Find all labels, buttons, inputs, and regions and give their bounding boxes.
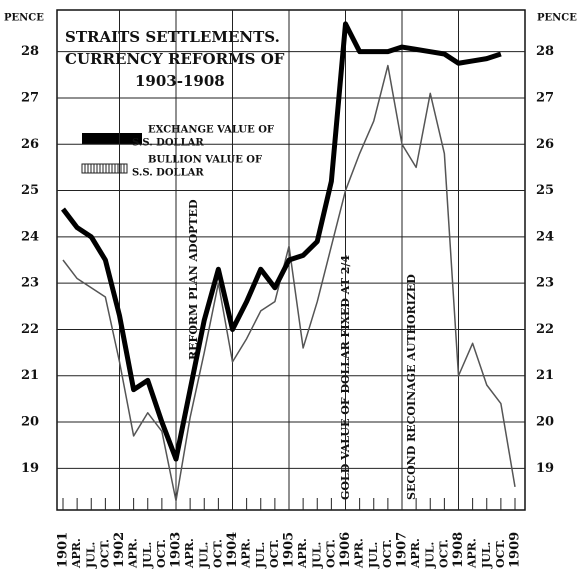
y-tick-label: 20	[21, 415, 39, 430]
x-tick-label: JUL.	[84, 542, 97, 569]
annotation: REFORM PLAN ADOPTED	[187, 199, 200, 360]
y2-tick-label: 25	[536, 183, 554, 198]
x-tick-label: 1906	[338, 532, 353, 568]
y2-tick-label: 22	[536, 322, 554, 337]
y2-tick-label: 27	[536, 90, 554, 105]
y-tick-label: 25	[21, 183, 39, 198]
y-tick-label: 19	[21, 461, 39, 476]
series-line	[62, 64, 516, 502]
chart-title: 1903-1908	[135, 72, 225, 90]
x-tick-label: APR.	[70, 538, 83, 569]
y-axis-label: PENCE	[4, 13, 44, 24]
x-tick-label: JUL.	[310, 542, 323, 569]
legend-swatch	[82, 133, 142, 144]
chart-title: STRAITS SETTLEMENTS.	[65, 28, 280, 46]
y2-tick-label: 19	[536, 461, 554, 476]
x-tick-label: 1905	[282, 532, 297, 568]
x-tick-label: OCT.	[155, 539, 168, 568]
x-tick-label: JUL.	[141, 542, 154, 569]
x-tick-label: APR.	[353, 538, 366, 569]
x-tick-label: OCT.	[324, 539, 337, 568]
legend-label: S.S. DOLLAR	[132, 138, 204, 149]
y2-tick-label: 20	[536, 415, 554, 430]
x-tick-label: 1904	[225, 532, 240, 568]
x-tick-label: APR.	[240, 538, 253, 569]
y-tick-label: 22	[21, 322, 39, 337]
plot-frame	[56, 9, 526, 511]
x-tick-label: APR.	[466, 538, 479, 569]
chart-title: CURRENCY REFORMS OF	[65, 50, 285, 68]
x-tick-label: JUL.	[367, 542, 380, 569]
y2-tick-label: 26	[536, 137, 554, 152]
y-tick-label: 27	[21, 90, 39, 105]
legend-label: EXCHANGE VALUE OF	[148, 125, 274, 136]
x-tick-label: OCT.	[437, 539, 450, 568]
x-tick-label: APR.	[183, 538, 196, 569]
y-tick-label: 24	[21, 229, 39, 244]
y2-tick-label: 23	[536, 276, 554, 291]
legend-label: BULLION VALUE OF	[148, 155, 262, 166]
y-tick-label: 23	[21, 276, 39, 291]
x-tick-label: OCT.	[381, 539, 394, 568]
x-tick-label: OCT.	[98, 539, 111, 568]
x-tick-label: 1903	[169, 532, 184, 568]
y-tick-label: 26	[21, 137, 39, 152]
x-tick-label: JUL.	[423, 542, 436, 569]
x-tick-label: JUL.	[197, 542, 210, 569]
x-tick-label: OCT.	[494, 539, 507, 568]
x-tick-label: 1908	[451, 532, 466, 568]
x-tick-label: JUL.	[254, 542, 267, 569]
y2-axis-label: PENCE	[537, 13, 577, 24]
x-tick-label: APR.	[296, 538, 309, 569]
y-tick-label: 28	[21, 44, 39, 59]
y2-tick-label: 21	[536, 368, 554, 383]
x-tick-label: OCT.	[211, 539, 224, 568]
x-tick-label: 1901	[56, 532, 71, 568]
y2-tick-label: 28	[536, 44, 554, 59]
annotation: SECOND RECOINAGE AUTHORIZED	[405, 274, 418, 500]
legend-label: S.S. DOLLAR	[132, 168, 204, 179]
x-tick-label: 1902	[112, 532, 127, 568]
x-tick-label: OCT.	[268, 539, 281, 568]
y2-tick-label: 24	[536, 229, 554, 244]
x-tick-label: APR.	[127, 538, 140, 569]
y-tick-label: 21	[21, 368, 39, 383]
x-tick-label: 1907	[395, 532, 410, 568]
x-tick-label: 1909	[508, 532, 523, 568]
x-tick-label: APR.	[409, 538, 422, 569]
series-line	[61, 21, 502, 462]
legend-swatch	[81, 163, 128, 174]
x-tick-label: JUL.	[480, 542, 493, 569]
